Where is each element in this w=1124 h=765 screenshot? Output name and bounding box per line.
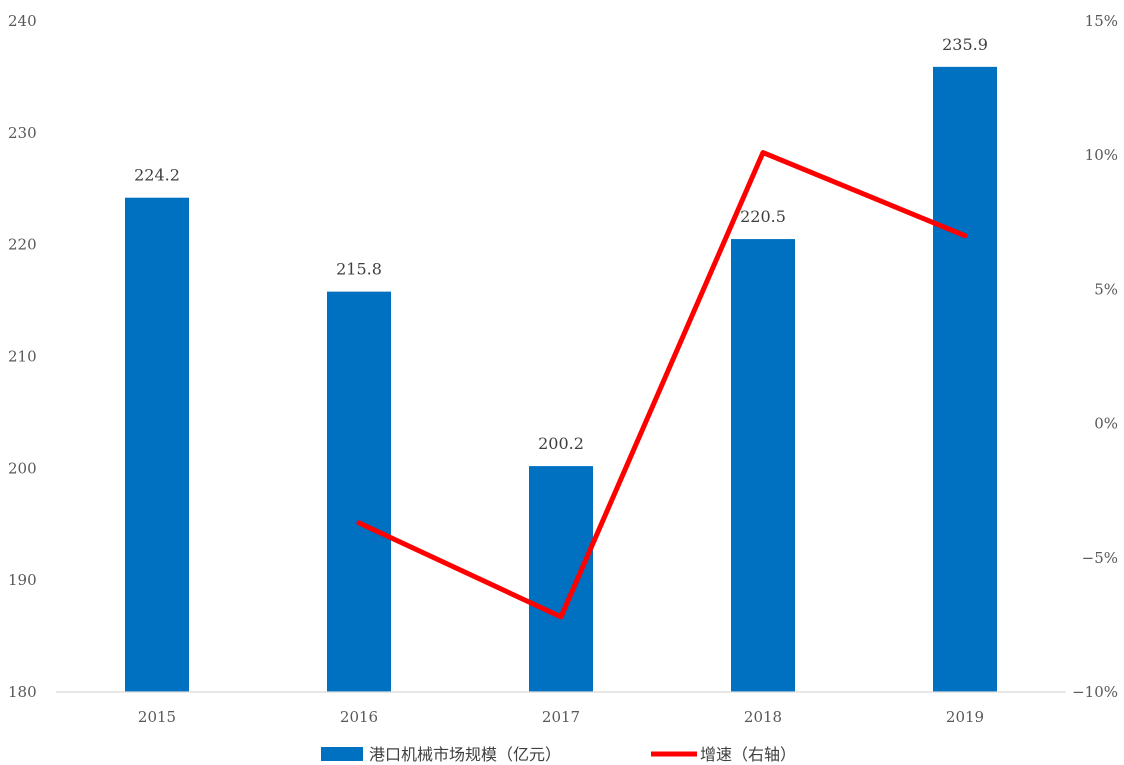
right-axis-tick-label: 10% — [1085, 146, 1118, 164]
legend-bar-swatch — [321, 747, 363, 761]
bar-data-label: 200.2 — [538, 434, 584, 453]
bar-data-label: 224.2 — [134, 166, 180, 185]
bar — [933, 66, 997, 692]
left-axis-tick-label: 190 — [8, 571, 37, 589]
right-axis-tick-label: −5% — [1082, 549, 1118, 567]
bar — [125, 197, 189, 693]
left-axis-tick-label: 220 — [8, 236, 37, 254]
legend: 港口机械市场规模（亿元） 增速（右轴） — [321, 745, 796, 764]
left-axis-tick-label: 180 — [8, 683, 37, 701]
x-axis-ticks: 2015 2016 2017 2018 2019 — [138, 708, 984, 726]
bar — [327, 291, 391, 692]
legend-bar-label: 港口机械市场规模（亿元） — [369, 745, 561, 764]
left-axis-tick-label: 230 — [8, 124, 37, 142]
bar-data-label: 220.5 — [740, 207, 786, 226]
bar-series — [125, 66, 997, 693]
left-axis-tick-label: 240 — [8, 12, 37, 30]
right-axis-ticks: 15% 10% 5% 0% −5% −10% — [1072, 12, 1118, 701]
right-axis-tick-label: 15% — [1085, 12, 1118, 30]
right-axis-tick-label: −10% — [1072, 683, 1118, 701]
left-axis-tick-label: 200 — [8, 459, 37, 477]
left-axis-ticks: 240 230 220 210 200 190 180 — [8, 12, 37, 701]
bar — [731, 239, 795, 692]
x-axis-tick-label: 2018 — [744, 708, 782, 726]
bar — [529, 466, 593, 692]
bar-data-label: 215.8 — [336, 260, 382, 279]
x-axis-tick-label: 2015 — [138, 708, 176, 726]
left-axis-tick-label: 210 — [8, 348, 37, 366]
bar-data-labels: 224.2 215.8 200.2 220.5 235.9 — [134, 35, 988, 453]
x-axis-tick-label: 2016 — [340, 708, 378, 726]
x-axis-tick-label: 2019 — [946, 708, 984, 726]
x-axis-tick-label: 2017 — [542, 708, 580, 726]
growth-line-series — [356, 150, 968, 620]
bar-data-label: 235.9 — [942, 35, 988, 54]
right-axis-tick-label: 0% — [1094, 415, 1118, 433]
right-axis-tick-label: 5% — [1094, 280, 1118, 298]
legend-line-label: 增速（右轴） — [700, 745, 796, 764]
